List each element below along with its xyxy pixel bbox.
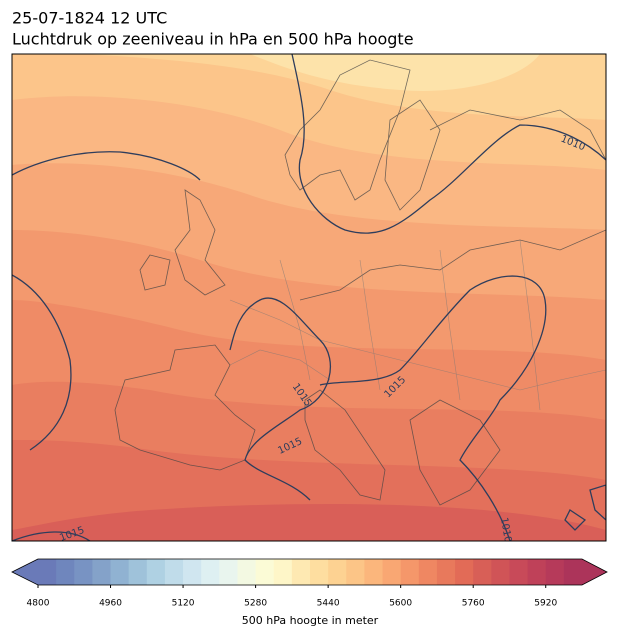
- colorbar-extend-low: [12, 559, 38, 585]
- colorbar-outline: [11, 558, 608, 586]
- colorbar-bin: [164, 559, 184, 585]
- colorbar-bin: [201, 559, 220, 585]
- colorbar-bin: [92, 559, 112, 585]
- colorbar-bin: [56, 559, 75, 585]
- colorbar-tick-label: 5440: [317, 599, 340, 609]
- colorbar-label: 500 hPa hoogte in meter: [242, 614, 379, 627]
- colorbar-bin: [219, 559, 238, 585]
- colorbar-bin: [128, 559, 148, 585]
- colorbar-bin: [291, 559, 311, 585]
- colorbar-bin: [38, 559, 57, 585]
- colorbar-bin: [328, 559, 347, 585]
- colorbar-bin: [509, 559, 529, 585]
- colorbar-tick-label: 4960: [99, 599, 122, 609]
- colorbar-bin: [436, 559, 456, 585]
- colorbar-bin: [146, 559, 166, 585]
- colorbar-tick-label: 5600: [389, 599, 412, 609]
- map-frame: [11, 53, 607, 542]
- colorbar-bin: [183, 559, 202, 585]
- colorbar-bin: [545, 559, 565, 585]
- colorbar-bin: [473, 559, 492, 585]
- colorbar-bin: [418, 559, 438, 585]
- colorbar-extend-high: [582, 559, 607, 585]
- colorbar-bin: [237, 559, 257, 585]
- colorbar-bin: [491, 559, 510, 585]
- colorbar-bin: [74, 559, 93, 585]
- colorbar-bin: [255, 559, 275, 585]
- colorbar-tick-label: 5760: [462, 599, 485, 609]
- colorbar-bin: [364, 559, 384, 585]
- colorbar-bin: [346, 559, 365, 585]
- colorbar-bin: [400, 559, 420, 585]
- colorbar-tick-label: 5280: [244, 599, 267, 609]
- colorbar-bin: [455, 559, 474, 585]
- colorbar-tick-label: 4800: [27, 599, 50, 609]
- map: 1010 1015 1015 1015 1015 1010: [12, 54, 606, 544]
- colorbar-bin: [273, 559, 293, 585]
- colorbar-bin: [527, 559, 547, 585]
- colorbar-bin: [382, 559, 402, 585]
- colorbar-tick-label: 5120: [172, 599, 195, 609]
- subtitle: Luchtdruk op zeeniveau in hPa en 500 hPa…: [12, 30, 414, 49]
- colorbar-bin: [110, 559, 130, 585]
- title: 25-07-1824 12 UTC: [12, 9, 167, 28]
- contour-label: 1010: [498, 517, 513, 544]
- colorbar-bin: [310, 559, 329, 585]
- colorbar: 4800 4960 5120 5280 5440 5600 5760 5920: [11, 558, 608, 609]
- colorbar-tick-label: 5920: [534, 599, 557, 609]
- colorbar-bin: [563, 559, 583, 585]
